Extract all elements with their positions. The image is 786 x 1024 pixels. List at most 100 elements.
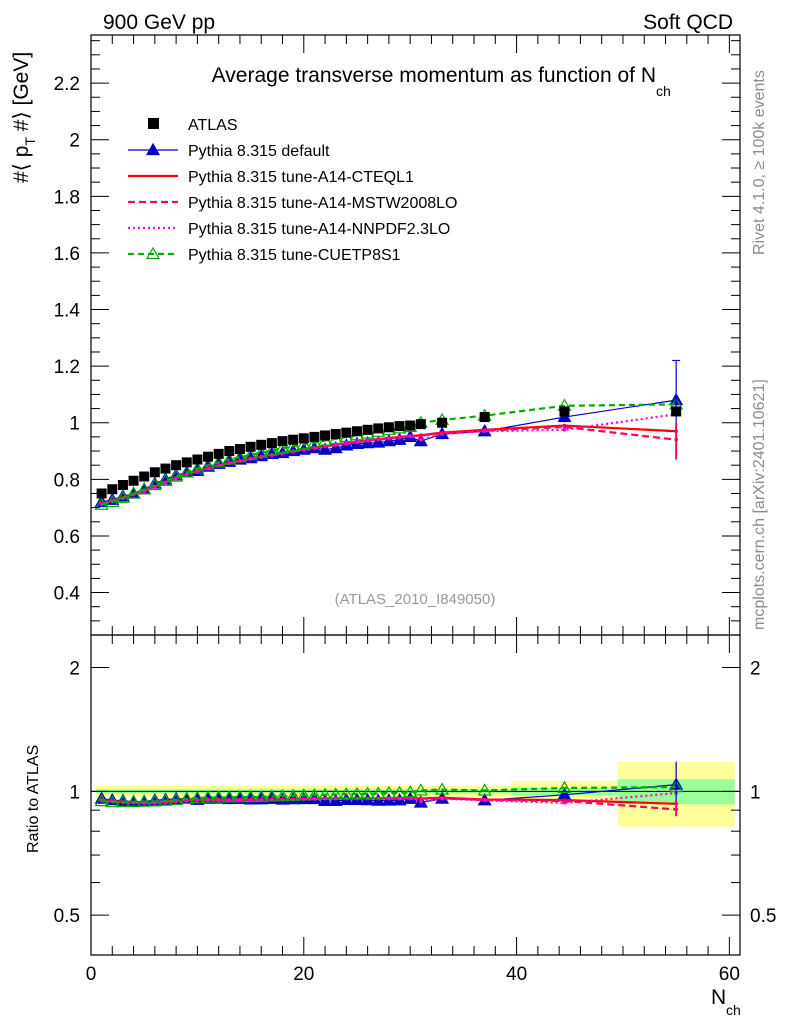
x-axis-label-sub: ch bbox=[726, 1002, 741, 1018]
atlas-point-1 bbox=[107, 484, 118, 495]
atlas-point-10 bbox=[203, 451, 214, 462]
legend-label-3: Pythia 8.315 tune-A14-MSTW2008LO bbox=[188, 195, 457, 212]
ratio-5-point-10 bbox=[200, 790, 216, 803]
series-line-4 bbox=[101, 413, 677, 506]
ratio-tick-label-right-1: 1 bbox=[750, 782, 761, 803]
ratio-4-point-31 bbox=[440, 796, 444, 801]
legend-label-0: ATLAS bbox=[188, 117, 238, 134]
ratio-5-point-23 bbox=[339, 786, 354, 800]
ratio-4-point-11 bbox=[216, 797, 221, 802]
main-axis-ticks: 0.4 0.6 0.8 1 1.2 1.4 1.6 1.8 2 2.2 bbox=[54, 35, 740, 636]
ratio-5-point-12 bbox=[222, 790, 237, 803]
ratio-frame bbox=[90, 634, 741, 956]
atlas-point-33 bbox=[559, 406, 570, 417]
legend-label-2: Pythia 8.315 tune-A14-CTEQL1 bbox=[188, 169, 414, 186]
x-tick-label-20: 20 bbox=[293, 964, 314, 985]
atlas-point-21 bbox=[320, 430, 331, 441]
atlas-point-14 bbox=[245, 441, 256, 452]
ratio-5-point-0 bbox=[94, 793, 109, 807]
ratio-5-point-17 bbox=[275, 788, 290, 802]
main-plot-area bbox=[94, 359, 684, 510]
legend-label-4: Pythia 8.315 tune-A14-NNPDF2.3LO bbox=[188, 221, 450, 238]
series-1-point-21 bbox=[318, 442, 333, 455]
series-5-point-7 bbox=[169, 469, 184, 482]
atlas-point-32 bbox=[479, 412, 490, 423]
y-tick-label-0.8: 0.8 bbox=[54, 470, 80, 491]
ratio-5-point-29 bbox=[403, 785, 418, 798]
watermark: (ATLAS_2010_I849050) bbox=[335, 591, 496, 608]
ratio-5-point-30 bbox=[413, 783, 428, 796]
ratio-4-point-14 bbox=[248, 797, 253, 802]
atlas-point-3 bbox=[128, 475, 139, 486]
ratio-tick-label-left-2: 2 bbox=[69, 659, 80, 680]
atlas-point-34 bbox=[671, 406, 682, 417]
atlas-point-19 bbox=[298, 433, 309, 444]
series-4-point-25 bbox=[365, 438, 370, 443]
y-tick-label-0.4: 0.4 bbox=[54, 584, 81, 605]
ratio-5-point-32 bbox=[477, 783, 492, 796]
atlas-point-25 bbox=[362, 424, 373, 435]
x-axis-label: N bbox=[711, 986, 726, 1009]
y-tick-label-2.2: 2.2 bbox=[54, 74, 80, 95]
x-tick-label-0: 0 bbox=[86, 964, 97, 985]
ratio-5-point-5 bbox=[147, 794, 162, 807]
ratio-5-point-26 bbox=[371, 786, 386, 799]
y-axis-label: #⟨ pT #⟩ [GeV] bbox=[10, 52, 38, 183]
atlas-point-4 bbox=[139, 471, 150, 482]
ratio-5-point-31 bbox=[435, 782, 450, 795]
series-1-point-22 bbox=[328, 440, 343, 454]
ratio-5-point-15 bbox=[254, 789, 269, 802]
series-1-point-26 bbox=[371, 435, 386, 448]
series-4-point-23 bbox=[344, 441, 349, 446]
x-tick-label-60: 60 bbox=[719, 964, 740, 985]
series-5-point-13 bbox=[232, 450, 247, 463]
ratio-5-point-8 bbox=[179, 791, 194, 804]
atlas-point-23 bbox=[341, 427, 352, 438]
ratio-4-point-33 bbox=[562, 801, 567, 805]
ratio-5-point-24 bbox=[349, 786, 365, 800]
atlas-point-31 bbox=[437, 417, 448, 428]
legend-label-5: Pythia 8.315 tune-CUETP8S1 bbox=[188, 247, 401, 264]
series-5-point-2 bbox=[115, 490, 130, 503]
legend-marker-0 bbox=[148, 118, 159, 129]
series-5-point-14 bbox=[243, 447, 258, 461]
ratio-axis-ticks: 0 20 40 60 0.5 0.5 1 1 2 2 bbox=[54, 635, 776, 985]
atlas-point-27 bbox=[383, 422, 394, 433]
series-4-point-9 bbox=[195, 469, 200, 473]
ratio-5-point-6 bbox=[158, 793, 173, 806]
ratio-5-point-13 bbox=[232, 789, 247, 803]
ratio-5-point-2 bbox=[115, 794, 130, 808]
atlas-point-9 bbox=[192, 454, 203, 465]
series-5-point-15 bbox=[254, 445, 269, 458]
ratio-5-point-18 bbox=[286, 788, 301, 801]
y-tick-label-1.2: 1.2 bbox=[54, 357, 80, 378]
ratio-5-point-14 bbox=[243, 789, 258, 803]
ratio-5-point-16 bbox=[264, 789, 279, 802]
series-5-point-12 bbox=[222, 452, 237, 465]
series-4-point-6 bbox=[163, 480, 168, 485]
atlas-point-28 bbox=[394, 421, 405, 432]
series-5-point-1 bbox=[105, 494, 120, 508]
atlas-point-0 bbox=[96, 488, 107, 499]
ratio-5-point-20 bbox=[307, 787, 322, 801]
ratio-4-point-21 bbox=[323, 796, 327, 801]
atlas-point-15 bbox=[256, 439, 267, 450]
ratio-5-point-11 bbox=[211, 790, 226, 803]
series-line-1 bbox=[101, 399, 677, 503]
chart-title-sub: ch bbox=[656, 83, 671, 99]
ratio-5-point-21 bbox=[318, 787, 333, 800]
ratio-5-point-19 bbox=[296, 788, 311, 801]
series-5-point-11 bbox=[211, 455, 226, 468]
rivet-label: Rivet 4.1.0, ≥ 100k events bbox=[751, 70, 768, 255]
ratio-5-point-22 bbox=[328, 787, 343, 800]
series-4-point-33 bbox=[562, 428, 567, 432]
series-4-point-26 bbox=[376, 437, 381, 442]
series-5-point-0 bbox=[94, 497, 109, 510]
series-5-point-8 bbox=[179, 465, 194, 478]
ratio-4-point-13 bbox=[238, 798, 242, 802]
atlas-point-18 bbox=[288, 434, 299, 445]
atlas-point-2 bbox=[117, 480, 128, 490]
atlas-point-29 bbox=[405, 420, 416, 431]
atlas-point-5 bbox=[149, 467, 160, 478]
ratio-y-label: Ratio to ATLAS bbox=[25, 745, 42, 853]
